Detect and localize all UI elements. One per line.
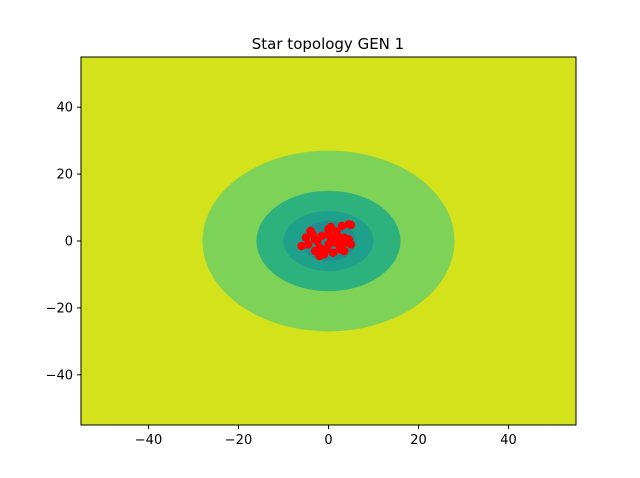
scatter-point [335,245,344,254]
scatter-point [304,240,313,249]
scatter-point [337,221,347,231]
scatter-point [301,233,311,242]
scatter-point [315,243,324,252]
x-tick-label: 40 [500,433,517,448]
y-tick-label: −20 [46,301,73,316]
x-tick-label: −40 [135,433,162,448]
x-axis: −40 −20 0 20 40 [135,425,517,448]
y-tick-label: −40 [46,368,73,383]
chart-title: Star topology GEN 1 [252,35,404,53]
scatter-point [297,241,306,251]
x-tick-label: 0 [324,433,332,448]
x-tick-label: 20 [410,433,427,448]
x-tick-label: −20 [225,433,252,448]
scatter-point [328,248,338,257]
y-tick-label: 40 [56,101,73,116]
y-tick-label: 0 [65,235,73,250]
scatter-point [346,220,356,230]
scatter-point [317,231,326,241]
y-axis: −40 −20 0 20 40 [46,101,81,383]
scatter-point [326,233,335,242]
scatter-point [319,250,329,259]
scatter-point [346,240,356,249]
scatter-point [310,235,320,244]
points-layer [297,220,356,261]
y-tick-label: 20 [56,168,73,183]
scatter-point [326,222,335,232]
scatter-point [332,227,341,236]
